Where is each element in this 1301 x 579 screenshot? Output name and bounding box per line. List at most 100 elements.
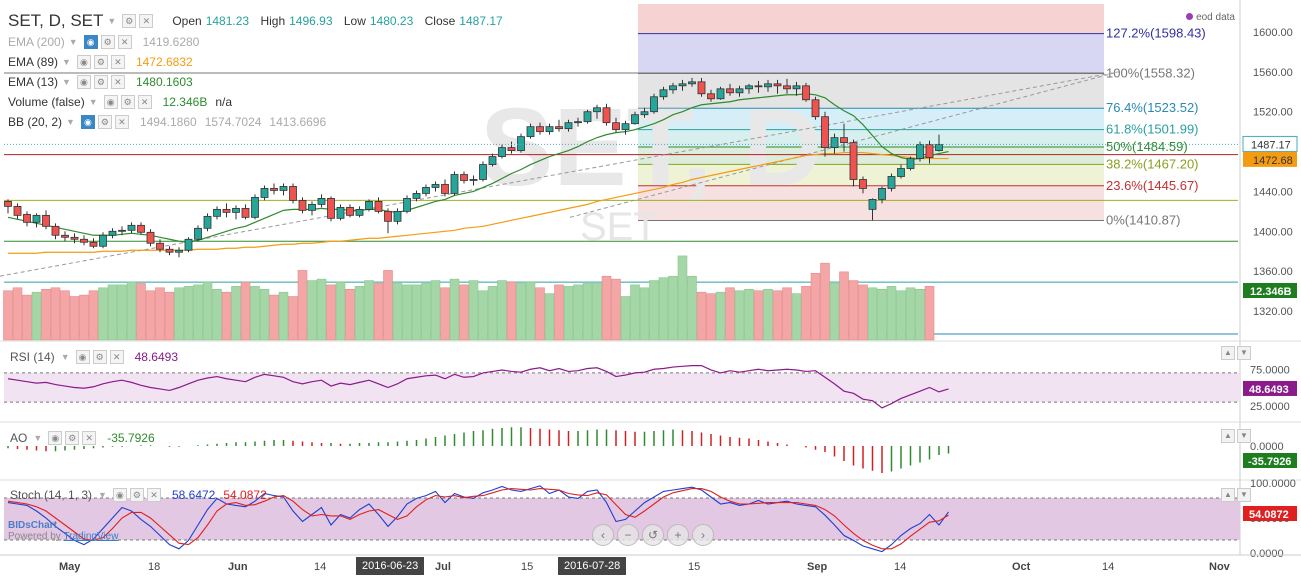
volume-bar (250, 286, 260, 341)
volume-bar (525, 281, 536, 341)
pane-up-icon[interactable]: ▲ (1221, 488, 1235, 502)
pane-down-icon[interactable]: ▼ (1237, 429, 1251, 443)
volume-bar (202, 281, 213, 341)
candle-body (935, 144, 943, 151)
study-value-3: 1413.6696 (269, 115, 327, 129)
settings-icon[interactable]: ⚙ (93, 75, 108, 89)
close-icon[interactable]: ✕ (117, 35, 132, 49)
stoch-badge (1243, 506, 1297, 521)
settings-icon[interactable]: ⚙ (92, 350, 107, 364)
chevron-down-icon[interactable]: ▼ (33, 433, 43, 443)
scroll-right-icon[interactable]: › (692, 524, 714, 546)
settings-icon[interactable]: ⚙ (122, 14, 137, 28)
close-icon[interactable]: ✕ (82, 431, 97, 445)
reset-icon[interactable]: ↺ (642, 524, 664, 546)
candle-body (773, 83, 782, 87)
volume-bar (3, 290, 13, 341)
ao-badge-label: -35.7926 (1248, 456, 1291, 468)
chevron-down-icon[interactable]: ▼ (107, 16, 117, 26)
volume-bar (107, 284, 118, 341)
stoch-tick-label: 0.0000 (1250, 548, 1284, 560)
close-icon[interactable]: ✕ (110, 55, 125, 69)
candle-body (232, 207, 240, 213)
candle-body (241, 207, 250, 218)
rsi-badge-label: 48.6493 (1249, 384, 1289, 396)
study-name: EMA (13) (8, 75, 59, 89)
eye-icon[interactable]: ◉ (112, 488, 127, 502)
chevron-down-icon[interactable]: ▼ (62, 77, 71, 87)
close-icon[interactable]: ✕ (110, 75, 125, 89)
eye-icon[interactable]: ◉ (75, 350, 90, 364)
stoch-d-value: 54.0872 (223, 488, 267, 502)
candle-body (89, 241, 98, 247)
scroll-left-icon[interactable]: ‹ (592, 524, 614, 546)
close-icon[interactable]: ✕ (137, 95, 152, 109)
eye-icon[interactable]: ◉ (80, 115, 95, 129)
symbol-title[interactable]: SET, D, SET (8, 11, 104, 30)
pane-up-icon[interactable]: ▲ (1221, 346, 1235, 360)
eye-icon[interactable]: ◉ (48, 431, 63, 445)
study-ema200[interactable]: EMA (200) ▼ ◉ ⚙ ✕ 1419.6280 (8, 32, 511, 52)
candle-body (175, 249, 183, 253)
settings-icon[interactable]: ⚙ (120, 95, 135, 109)
study-volume[interactable]: Volume (false) ▼ ◉ ⚙ ✕ 12.346B n/a (8, 92, 511, 112)
pane-down-icon[interactable]: ▼ (1237, 488, 1251, 502)
candle-body (659, 89, 668, 98)
close-icon[interactable]: ✕ (114, 115, 129, 129)
study-ema89[interactable]: EMA (89) ▼ ◉ ⚙ ✕ 1472.6832 (8, 52, 511, 72)
pane-up-icon[interactable]: ▲ (1221, 429, 1235, 443)
stoch-title: Stoch (14, 1, 3) (10, 488, 93, 502)
chevron-down-icon[interactable]: ▼ (62, 57, 71, 67)
time-tick-label: Oct (1012, 561, 1031, 573)
chevron-down-icon[interactable]: ▼ (68, 37, 78, 47)
eye-icon[interactable]: ◉ (76, 55, 91, 69)
eye-icon[interactable]: ◉ (103, 95, 118, 109)
candle-body (745, 85, 753, 90)
volume-bar (468, 280, 479, 341)
study-ema13[interactable]: EMA (13) ▼ ◉ ⚙ ✕ 1480.1603 (8, 72, 511, 92)
eod-indicator: eod data (1186, 12, 1235, 23)
pane-down-icon[interactable]: ▼ (1237, 346, 1251, 360)
settings-icon[interactable]: ⚙ (97, 115, 112, 129)
tradingview-link[interactable]: TradingView (63, 531, 119, 542)
zoom-in-icon[interactable]: + (667, 524, 689, 546)
settings-icon[interactable]: ⚙ (65, 431, 80, 445)
volume-bar (573, 284, 583, 341)
candle-body (517, 136, 525, 151)
stoch-d-line (7, 488, 949, 550)
volume-bar (307, 280, 317, 341)
candle-body (51, 225, 60, 236)
volume-bar (183, 286, 194, 341)
stoch-badge-label: 54.0872 (1249, 509, 1289, 521)
chevron-down-icon[interactable]: ▼ (66, 117, 75, 127)
study-value-2: 1574.7024 (204, 115, 262, 129)
settings-icon[interactable]: ⚙ (129, 488, 144, 502)
volume-bar (440, 287, 450, 341)
candle-body (308, 203, 316, 211)
close-icon[interactable]: ✕ (139, 14, 154, 28)
time-tick-label: Sep (807, 561, 827, 573)
chevron-down-icon[interactable]: ▼ (98, 490, 107, 500)
zoom-out-icon[interactable]: − (617, 524, 639, 546)
chevron-down-icon[interactable]: ▼ (60, 352, 70, 362)
stoch-k-value: 58.6472 (171, 488, 216, 502)
settings-icon[interactable]: ⚙ (100, 35, 115, 49)
chevron-down-icon[interactable]: ▼ (88, 97, 98, 107)
candle-body (631, 114, 639, 125)
settings-icon[interactable]: ⚙ (93, 55, 108, 69)
time-tick-label: 14 (894, 561, 906, 573)
eye-icon[interactable]: ◉ (83, 35, 98, 49)
eye-icon[interactable]: ◉ (76, 75, 91, 89)
volume-bar (725, 287, 735, 341)
candle-body (916, 144, 924, 159)
study-bb[interactable]: BB (20, 2) ▼ ◉ ⚙ ✕ 1494.1860 1574.7024 1… (8, 112, 511, 132)
open-label: Open (172, 14, 202, 28)
close-icon[interactable]: ✕ (109, 350, 124, 364)
candle-body (849, 142, 858, 180)
volume-bar (715, 291, 726, 341)
close-icon[interactable]: ✕ (146, 488, 161, 502)
volume-bar (117, 284, 127, 341)
candle-body (545, 126, 554, 133)
candle-body (184, 238, 193, 251)
study-value-2: n/a (215, 95, 233, 109)
